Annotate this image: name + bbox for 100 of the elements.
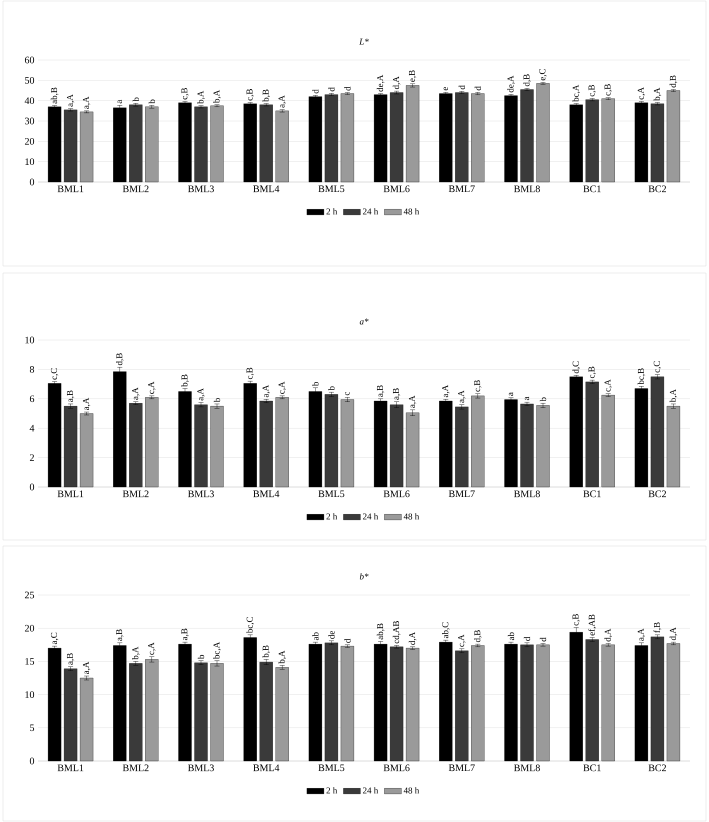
data-label: c,B <box>246 89 254 100</box>
x-tick-label: BML1 <box>58 186 84 192</box>
legend-label: 48 h <box>404 513 420 520</box>
x-tick-label: BML6 <box>384 186 410 192</box>
data-label: c,B <box>246 368 254 380</box>
data-label: d,B <box>523 74 531 86</box>
data-label: c,A <box>148 382 156 394</box>
x-tick-label: BC1 <box>583 764 601 772</box>
y-tick-label: 10 <box>25 336 34 344</box>
data-label: c,B <box>588 84 596 96</box>
data-label: ab,B <box>376 624 384 640</box>
data-label: a,B <box>66 390 74 402</box>
data-label: b <box>312 382 319 386</box>
legend-label: 2 h <box>326 513 338 520</box>
data-label: d <box>524 636 530 641</box>
data-label: a,A <box>82 398 90 410</box>
data-label: a,A <box>262 384 270 398</box>
y-tick-label: 15 <box>25 658 34 665</box>
x-tick-label: BML4 <box>253 764 280 772</box>
data-label: b <box>328 386 335 390</box>
data-label: bc,C <box>246 616 254 634</box>
data-label: d <box>540 637 546 642</box>
data-label: d <box>328 87 335 92</box>
x-tick-label: BML8 <box>514 764 540 772</box>
y-tick-label: 25 <box>24 592 34 598</box>
data-label: cd,AB <box>392 621 400 644</box>
x-tick-label: BML3 <box>188 186 214 192</box>
x-tick-label: BC2 <box>648 764 666 772</box>
x-tick-label: BML1 <box>58 764 84 772</box>
y-tick-label: 60 <box>24 56 34 64</box>
data-label: a,A <box>638 628 646 641</box>
x-tick-label: BML2 <box>122 764 149 772</box>
y-tick-label: 0 <box>30 178 34 186</box>
data-label: a,A <box>82 96 90 109</box>
data-label: a <box>524 396 530 400</box>
chart-title: b* <box>360 573 368 580</box>
legend-label: 2 h <box>326 787 338 794</box>
x-tick-label: BML3 <box>188 764 214 772</box>
x-tick-label: BC1 <box>583 490 601 498</box>
data-label: b,B <box>262 90 270 102</box>
data-label: b <box>198 654 204 660</box>
y-tick-label: 10 <box>25 691 34 698</box>
data-label: c,C <box>50 368 58 380</box>
data-label: b <box>214 398 220 402</box>
data-label: e <box>444 86 448 90</box>
data-label: c,B <box>474 380 482 392</box>
data-label: d <box>458 85 465 90</box>
data-label: bc,A <box>213 642 221 660</box>
x-tick-label: BML5 <box>318 490 344 498</box>
data-label: a,A <box>132 387 140 400</box>
data-label: a,A <box>82 662 90 674</box>
x-tick-label: BML2 <box>122 490 149 498</box>
data-label: d,B <box>474 630 482 642</box>
data-label: a <box>508 392 514 396</box>
x-tick-label: BML8 <box>514 186 540 192</box>
data-label: bc,B <box>638 368 646 385</box>
x-tick-label: BML4 <box>253 186 280 192</box>
data-label: e,C <box>539 68 547 80</box>
data-label: ab,C <box>442 622 450 638</box>
data-label: c,B <box>181 88 189 100</box>
data-label: b <box>132 97 139 102</box>
legend-label: 24 h <box>362 513 378 520</box>
data-label: d,A <box>670 627 678 640</box>
data-label: de <box>328 630 335 639</box>
y-tick-label: 4 <box>30 424 34 432</box>
y-tick-label: 10 <box>25 158 34 166</box>
x-tick-label: BML1 <box>58 490 84 498</box>
x-tick-label: BC1 <box>583 186 601 192</box>
data-label: a,B <box>181 628 189 640</box>
data-label: a <box>118 100 122 104</box>
y-tick-label: 8 <box>30 366 34 373</box>
legend-label: 2 h <box>326 208 338 214</box>
data-label: bc,A <box>572 84 580 102</box>
y-tick-label: 20 <box>24 138 34 145</box>
data-label: c,A <box>638 87 646 100</box>
x-tick-label: BML5 <box>318 186 344 192</box>
data-label: d,B <box>116 353 124 366</box>
data-label: de,A <box>507 76 515 92</box>
data-label: ab,B <box>50 88 58 104</box>
y-tick-label: 30 <box>25 118 34 124</box>
data-label: d <box>344 86 351 91</box>
data-label: b,B <box>181 374 189 387</box>
legend-label: 48 h <box>404 787 420 794</box>
chart-title: a* <box>360 318 368 325</box>
data-label: b,A <box>670 389 678 402</box>
data-label: d <box>312 89 319 94</box>
data-label: d,B <box>670 76 678 88</box>
data-label: b <box>148 100 155 104</box>
data-label: b,A <box>213 90 221 104</box>
data-label: de,A <box>376 74 384 92</box>
y-tick-label: 20 <box>24 624 34 632</box>
data-label: a,B <box>376 385 384 397</box>
data-label: c,B <box>572 614 580 626</box>
data-label: a,A <box>197 388 205 400</box>
data-label: c,A <box>278 382 286 394</box>
data-label: ab <box>312 632 319 640</box>
data-label: c,B <box>604 84 612 96</box>
y-tick-label: 40 <box>24 97 34 104</box>
y-tick-label: 6 <box>30 395 34 402</box>
data-label: b <box>540 397 546 402</box>
